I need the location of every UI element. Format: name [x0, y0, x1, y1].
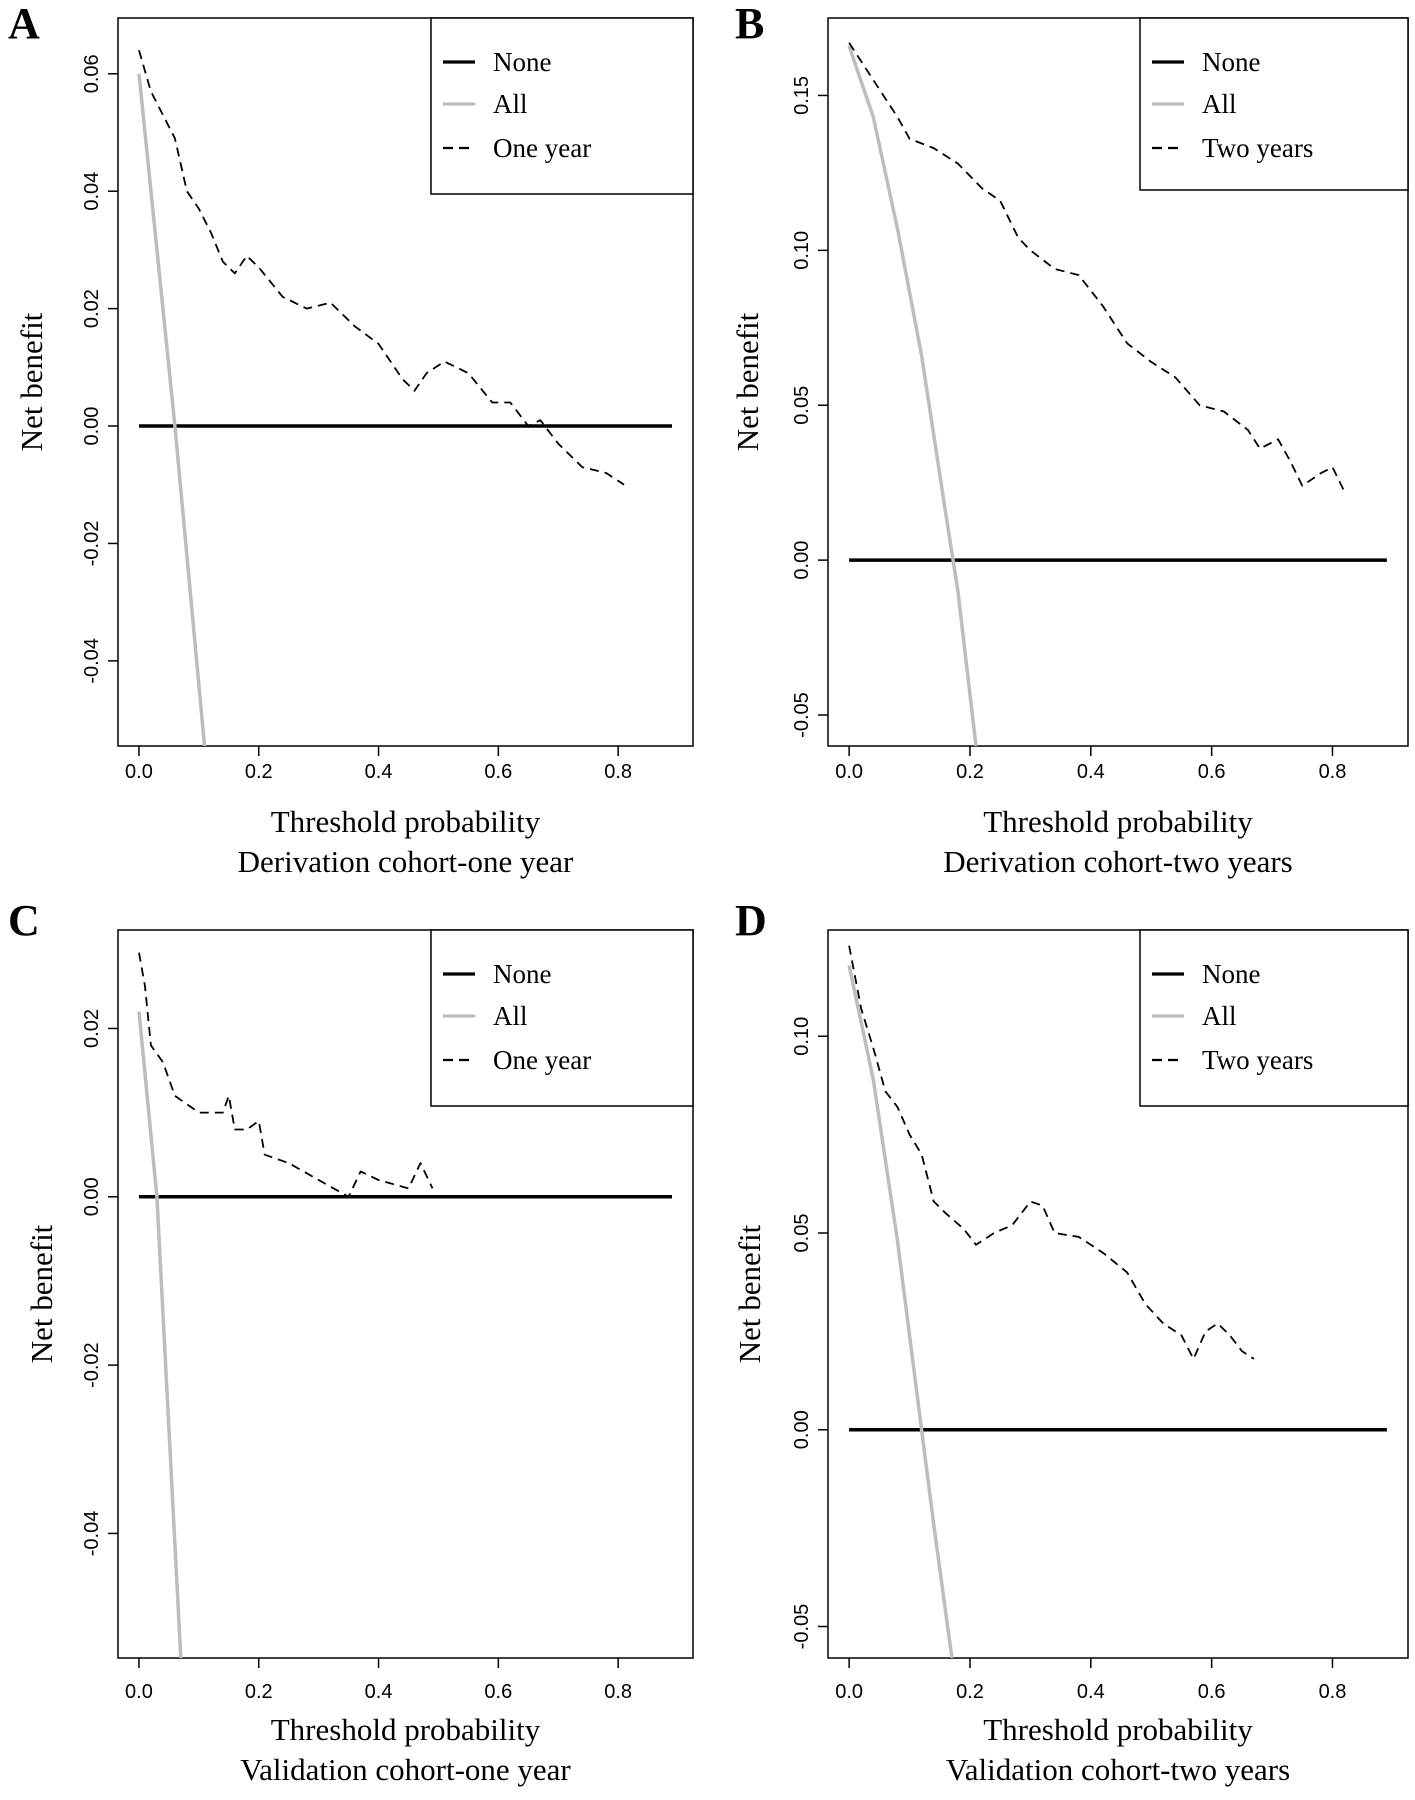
panel-b: B 0.0 0.2 0.4 0.6 0.8 -0.05 0.00 0.05 0.10 0.15 Thr…: [730, 0, 1409, 879]
panel-letter-a: A: [8, 0, 40, 48]
x-tick-label-d: 0.0: [835, 1681, 863, 1703]
legend-label-d: All: [1202, 1001, 1237, 1031]
x-axis-title-b: Threshold probability: [983, 804, 1253, 839]
legend-label-a: None: [493, 47, 551, 77]
x-tick-label-d: 0.6: [1198, 1681, 1226, 1703]
y-tick-label-a: -0.02: [81, 521, 103, 567]
panel-letter-d: D: [735, 896, 767, 945]
y-tick-label-c: -0.04: [81, 1511, 103, 1557]
y-tick-label-b: 0.00: [791, 541, 813, 580]
x-tick-label-a: 0.6: [484, 761, 512, 783]
legend-label-c: None: [493, 959, 551, 989]
legend-box-c: [430, 929, 694, 1107]
legend-label-c: One year: [493, 1045, 591, 1075]
legend-d: None All Two years: [1139, 929, 1409, 1107]
legend-label-d: None: [1202, 959, 1260, 989]
y-axis-title-d: Net benefit: [732, 1224, 767, 1363]
x-tick-label-c: 0.2: [245, 1681, 273, 1703]
y-tick-label-a: 0.04: [81, 172, 103, 211]
x-tick-label-a: 0.4: [365, 761, 393, 783]
series-line-all-b: [847, 45, 978, 746]
x-tick-label-a: 0.8: [604, 761, 632, 783]
legend-b: None All Two years: [1139, 17, 1409, 191]
panel-d: D 0.0 0.2 0.4 0.6 0.8 -0.05 0.00 0.05 0.10 Thresho…: [732, 896, 1409, 1787]
legend-label-b: Two years: [1202, 133, 1313, 163]
x-axis-title-d: Threshold probability: [983, 1712, 1253, 1747]
y-tick-label-b: -0.05: [791, 692, 813, 738]
plot-frame-a: [117, 17, 694, 747]
y-axis-title-b: Net benefit: [730, 312, 765, 451]
series-line-all-d: [847, 965, 954, 1658]
y-tick-label-a: 0.02: [81, 289, 103, 328]
cohort-subtitle-b: Derivation cohort-two years: [943, 844, 1293, 879]
x-axis-title-c: Threshold probability: [271, 1712, 541, 1747]
cohort-subtitle-d: Validation cohort-two years: [946, 1752, 1290, 1787]
x-tick-label-c: 0.6: [484, 1681, 512, 1703]
y-tick-label-c: 0.02: [81, 1009, 103, 1048]
legend-label-a: All: [493, 89, 528, 119]
series-line-one-year-c: [138, 952, 434, 1198]
y-tick-label-c: 0.00: [81, 1177, 103, 1216]
x-tick-label-c: 0.8: [604, 1681, 632, 1703]
legend-box-d: [1139, 929, 1409, 1107]
y-tick-label-a: -0.04: [81, 638, 103, 684]
x-tick-label-b: 0.2: [956, 761, 984, 783]
x-tick-label-d: 0.8: [1319, 1681, 1347, 1703]
x-tick-label-b: 0.0: [835, 761, 863, 783]
x-tick-label-a: 0.0: [125, 761, 153, 783]
legend-label-b: None: [1202, 47, 1260, 77]
x-tick-label-d: 0.2: [956, 1681, 984, 1703]
plot-frame-d: [827, 929, 1409, 1659]
legend-label-d: Two years: [1202, 1045, 1313, 1075]
legend-box-a: [430, 17, 694, 195]
series-line-two-years-b: [848, 42, 1346, 493]
legend-label-b: All: [1202, 89, 1237, 119]
y-tick-label-d: -0.05: [791, 1604, 813, 1650]
cohort-subtitle-a: Derivation cohort-one year: [238, 844, 574, 879]
panel-a: A 0.0 0.2 0.4 0.6 0.8 -0.04 -0.02 0.00 0.02 0.04 0.…: [8, 0, 694, 879]
x-tick-label-c: 0.4: [365, 1681, 393, 1703]
y-tick-label-b: 0.15: [791, 76, 813, 115]
y-tick-label-a: 0.06: [81, 54, 103, 93]
series-line-one-year-a: [138, 50, 625, 486]
y-axis-title-c: Net benefit: [24, 1224, 59, 1363]
series-line-all-c: [137, 1011, 183, 1658]
panel-letter-c: C: [8, 896, 40, 945]
legend-box-b: [1139, 17, 1409, 191]
legend-a: None All One year: [430, 17, 694, 195]
plot-frame-c: [117, 929, 694, 1659]
panel-letter-b: B: [735, 0, 764, 48]
plot-frame-b: [827, 17, 1409, 747]
x-tick-label-b: 0.4: [1077, 761, 1105, 783]
series-line-all-a: [137, 73, 207, 746]
cohort-subtitle-c: Validation cohort-one year: [240, 1752, 571, 1787]
x-tick-label-c: 0.0: [125, 1681, 153, 1703]
x-tick-label-b: 0.8: [1319, 761, 1347, 783]
x-tick-label-b: 0.6: [1198, 761, 1226, 783]
y-axis-title-a: Net benefit: [14, 312, 49, 451]
series-line-two-years-d: [848, 945, 1255, 1360]
legend-c: None All One year: [430, 929, 694, 1107]
y-tick-label-d: 0.00: [791, 1410, 813, 1449]
y-tick-label-d: 0.05: [791, 1214, 813, 1253]
legend-label-a: One year: [493, 133, 591, 163]
x-tick-label-a: 0.2: [245, 761, 273, 783]
panel-c: C 0.0 0.2 0.4 0.6 0.8 -0.04 -0.02 0.00 0.02 Thresh…: [8, 896, 694, 1787]
legend-label-c: All: [493, 1001, 528, 1031]
y-tick-label-d: 0.10: [791, 1017, 813, 1056]
y-tick-label-b: 0.05: [791, 386, 813, 425]
x-axis-title-a: Threshold probability: [271, 804, 541, 839]
y-tick-label-a: 0.00: [81, 407, 103, 446]
x-tick-label-d: 0.4: [1077, 1681, 1105, 1703]
y-tick-label-c: -0.02: [81, 1342, 103, 1388]
y-tick-label-b: 0.10: [791, 231, 813, 270]
